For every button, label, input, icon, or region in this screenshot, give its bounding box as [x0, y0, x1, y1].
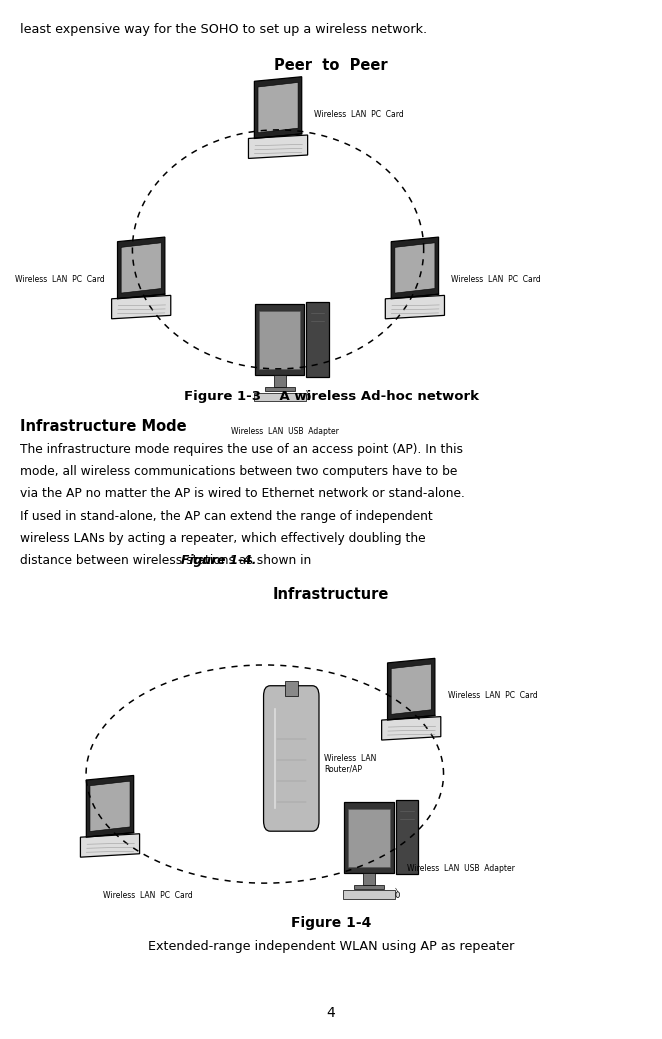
Text: via the AP no matter the AP is wired to Ethernet network or stand-alone.: via the AP no matter the AP is wired to … [20, 487, 465, 501]
Polygon shape [395, 243, 435, 293]
Polygon shape [254, 77, 302, 138]
Text: 4: 4 [326, 1007, 336, 1020]
Text: Wireless  LAN  PC  Card: Wireless LAN PC Card [314, 110, 404, 118]
Bar [254, 393, 306, 401]
Text: Wireless  LAN  PC  Card: Wireless LAN PC Card [451, 275, 541, 285]
Text: Peer  to  Peer: Peer to Peer [274, 58, 388, 73]
Polygon shape [391, 237, 438, 299]
FancyBboxPatch shape [263, 686, 319, 831]
Text: Wireless  LAN  USB  Adapter: Wireless LAN USB Adapter [407, 864, 515, 873]
Bar [344, 802, 394, 873]
Text: The infrastructure mode requires the use of an access point (AP). In this: The infrastructure mode requires the use… [20, 443, 463, 456]
Text: wireless LANs by acting a repeater, which effectively doubling the: wireless LANs by acting a repeater, whic… [20, 532, 426, 545]
Bar [273, 375, 286, 387]
Polygon shape [385, 295, 444, 319]
Text: Wireless  LAN  PC  Card: Wireless LAN PC Card [103, 891, 193, 901]
Polygon shape [86, 775, 134, 837]
Polygon shape [258, 82, 298, 133]
Text: Figure 1-3    A wireless Ad-hoc network: Figure 1-3 A wireless Ad-hoc network [183, 390, 479, 403]
Text: Wireless  LAN  USB  Adapter: Wireless LAN USB Adapter [231, 427, 338, 435]
Text: Infrastructure Mode: Infrastructure Mode [20, 419, 187, 433]
Bar [260, 311, 301, 369]
Text: Wireless  LAN
Router/AP: Wireless LAN Router/AP [324, 754, 377, 773]
Polygon shape [387, 659, 435, 720]
Bar [307, 302, 329, 376]
Polygon shape [381, 717, 441, 740]
Text: Figure 1-4.: Figure 1-4. [181, 555, 256, 567]
Polygon shape [80, 833, 140, 857]
Text: least expensive way for the SOHO to set up a wireless network.: least expensive way for the SOHO to set … [20, 23, 427, 36]
Bar [265, 387, 295, 392]
Text: Infrastructure: Infrastructure [273, 587, 389, 602]
Polygon shape [121, 243, 162, 293]
Polygon shape [118, 237, 165, 299]
Polygon shape [112, 295, 171, 319]
Circle shape [307, 394, 310, 400]
Polygon shape [90, 781, 130, 831]
Bar [285, 681, 298, 696]
Bar [396, 800, 418, 875]
Circle shape [396, 891, 400, 898]
Text: Wireless  LAN  PC  Card: Wireless LAN PC Card [15, 275, 105, 285]
Text: Wireless  LAN  PC  Card: Wireless LAN PC Card [448, 691, 538, 700]
Bar [363, 873, 375, 884]
Bar [354, 884, 384, 889]
Bar [348, 808, 389, 867]
Text: If used in stand-alone, the AP can extend the range of independent: If used in stand-alone, the AP can exten… [20, 509, 432, 523]
Bar [255, 304, 305, 375]
Polygon shape [248, 135, 308, 158]
Bar [343, 890, 395, 899]
Text: Extended-range independent WLAN using AP as repeater: Extended-range independent WLAN using AP… [148, 940, 514, 954]
Text: Figure 1-4: Figure 1-4 [291, 916, 371, 930]
Text: mode, all wireless communications between two computers have to be: mode, all wireless communications betwee… [20, 465, 457, 478]
Polygon shape [391, 664, 431, 715]
Text: distance between wireless stations as shown in: distance between wireless stations as sh… [20, 555, 311, 567]
